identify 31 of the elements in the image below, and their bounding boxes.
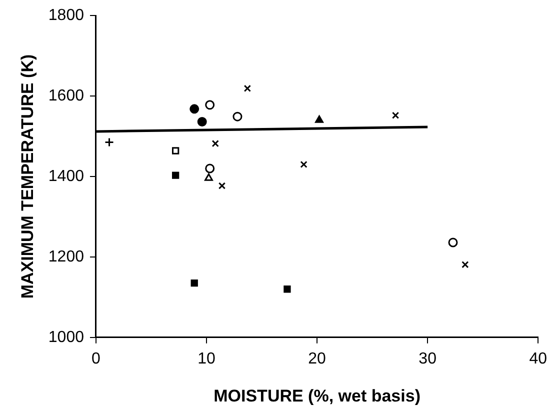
x-tick-label: 40 [529,350,548,368]
point [218,182,226,190]
x-tick-label: 30 [418,350,437,368]
y-axis-title: MAXIMUM TEMPERATURE (K) [18,54,37,299]
point [300,160,308,168]
y-tick-label: 1000 [48,328,84,346]
point [448,238,458,248]
point [212,140,219,148]
point [197,117,207,127]
y-tick-label: 1400 [48,168,84,185]
point [244,84,251,92]
point [315,115,324,123]
point [205,100,215,110]
point [172,147,180,154]
x-axis-title: MOISTURE (%, wet basis) [214,386,420,406]
y-tick-label: 1600 [48,87,84,104]
x-tick-label: 20 [308,350,326,368]
point [232,112,242,122]
y-tick-label: 1200 [48,248,84,266]
point [190,104,200,114]
x-tick-label: 0 [92,350,101,368]
point [284,286,291,293]
point [205,164,215,174]
point [172,172,180,179]
x-tick-label: 10 [198,350,216,368]
point [392,112,400,119]
point [104,138,114,148]
point [462,261,469,268]
point [204,173,213,181]
point [190,280,198,287]
y-tick-label: 1800 [48,7,84,24]
